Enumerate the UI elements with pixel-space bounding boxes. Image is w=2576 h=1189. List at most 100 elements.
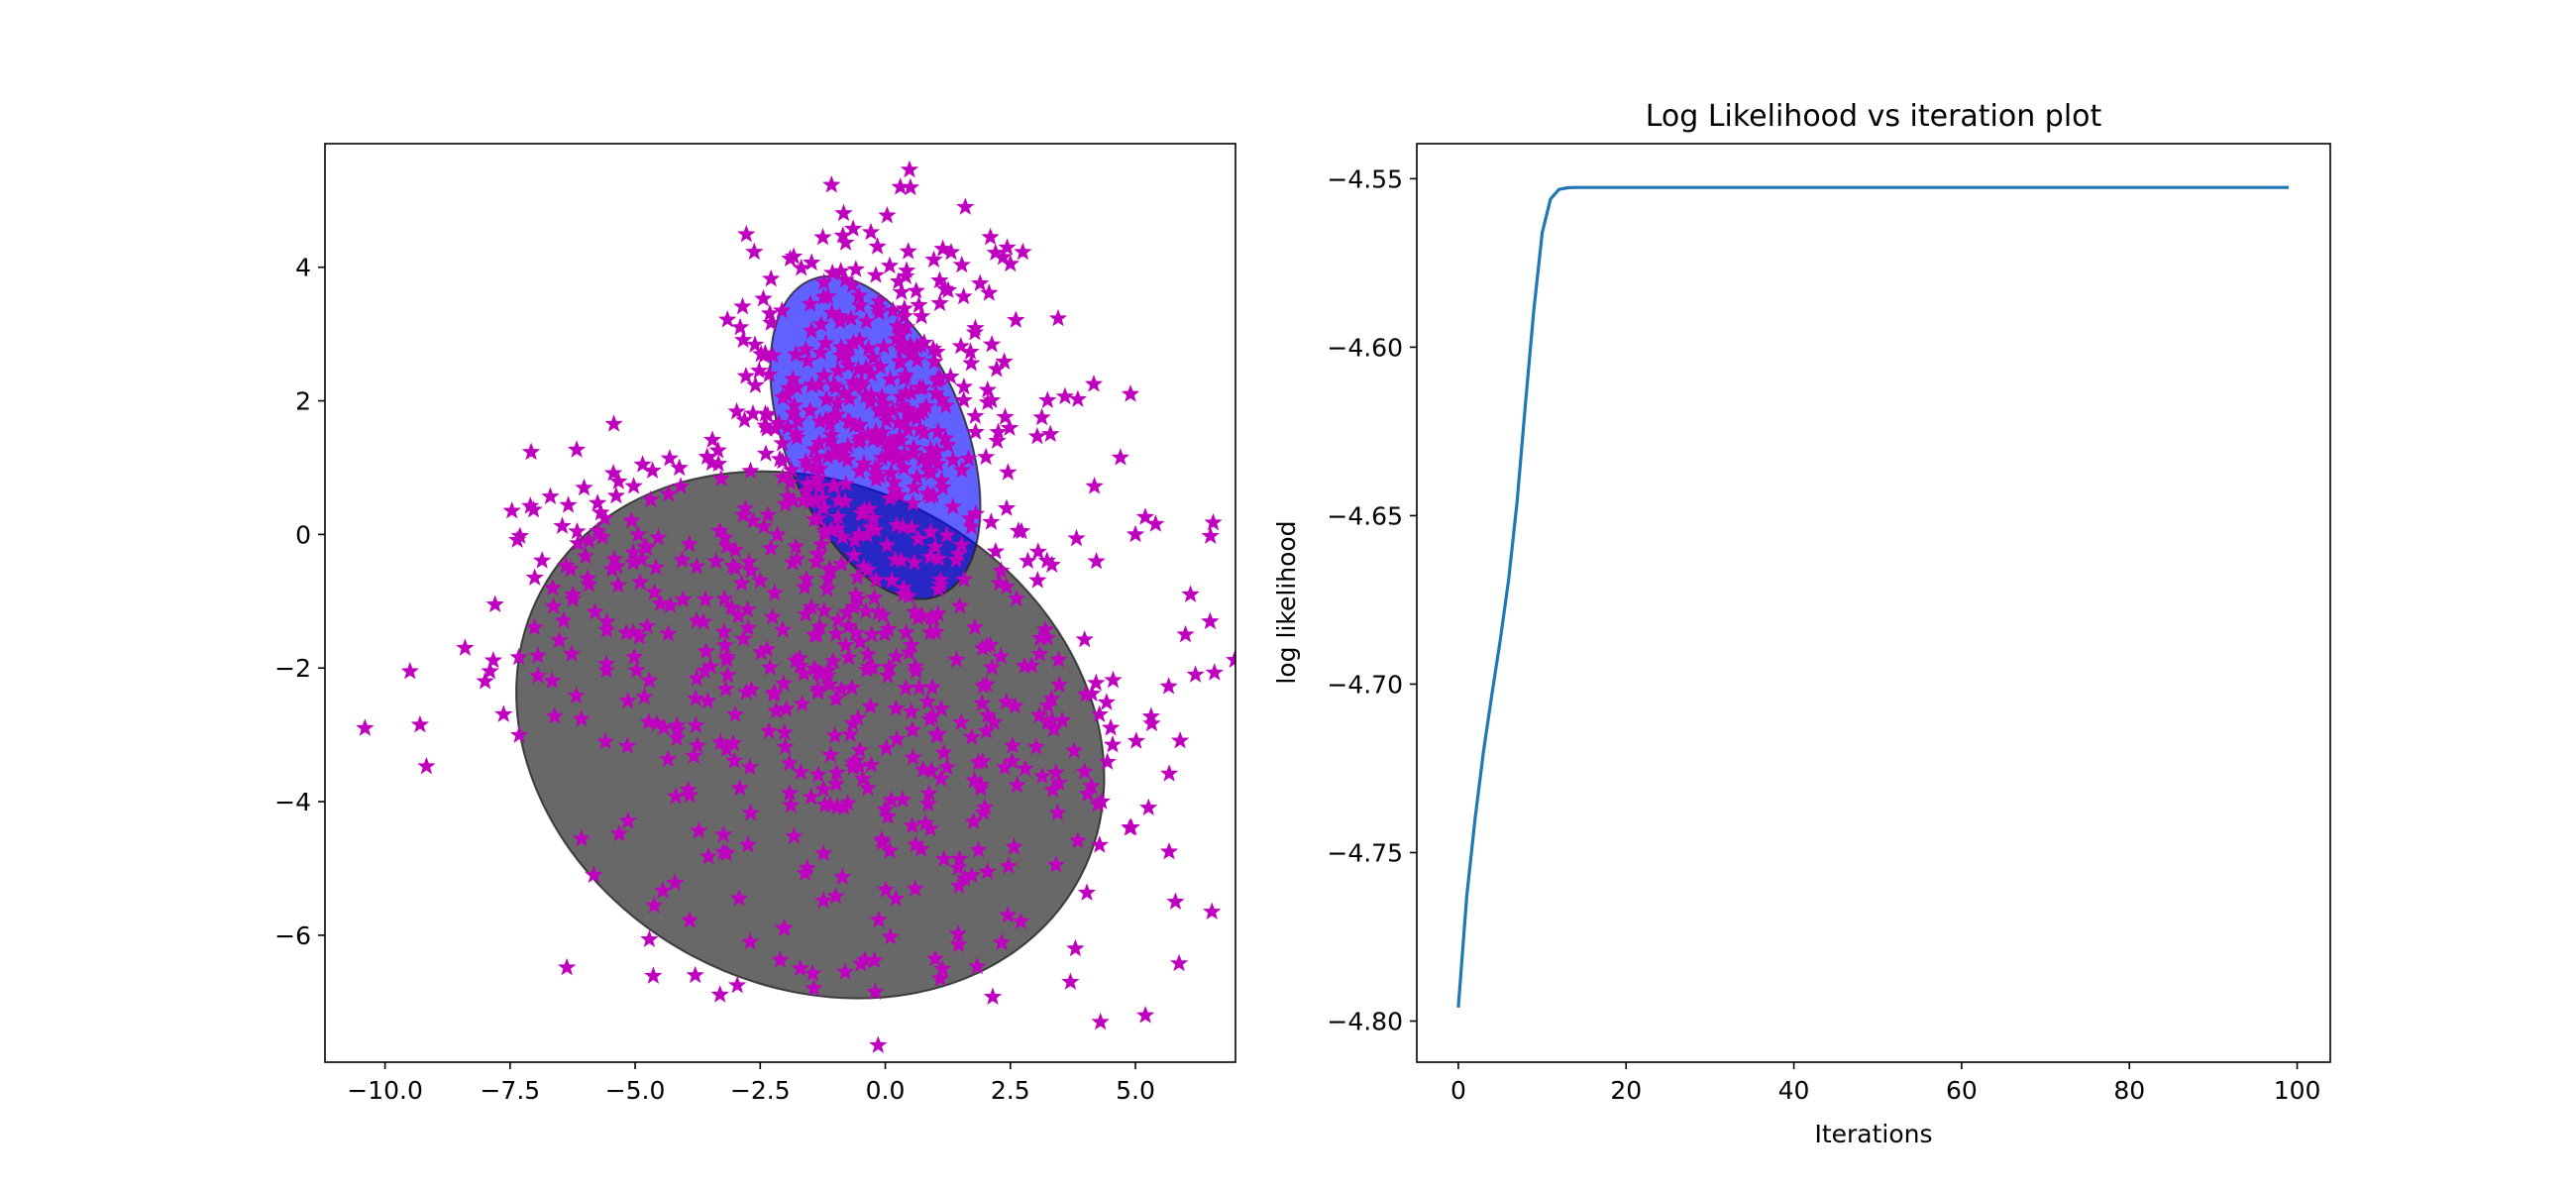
likelihood-x-axis: 0 20 40 60 80 100 [1450, 1062, 2320, 1105]
scatter-point [1038, 696, 1057, 714]
scatter-point [659, 749, 678, 768]
scatter-point [925, 352, 944, 371]
scatter-point [887, 889, 906, 907]
scatter-point [637, 616, 657, 634]
scatter-point [902, 635, 920, 654]
scatter-point [968, 956, 987, 975]
scatter-point [717, 536, 736, 555]
scatter-point [855, 950, 875, 968]
scatter-point [572, 828, 591, 847]
scatter-point [543, 671, 562, 690]
scatter-point [745, 335, 765, 353]
scatter-point [1067, 528, 1086, 547]
scatter-point [770, 449, 790, 468]
scatter-point [1041, 424, 1060, 443]
scatter-point [863, 657, 882, 676]
scatter-point [1091, 1012, 1110, 1030]
scatter-point [825, 477, 844, 494]
scatter-point [780, 783, 800, 802]
scatter-point [928, 421, 947, 440]
scatter-point [811, 314, 830, 333]
scatter-point [741, 561, 761, 579]
scatter-point [734, 505, 753, 523]
scatter-point [965, 617, 984, 636]
scatter-point [717, 647, 736, 665]
scatter-point [833, 867, 852, 886]
scatter-point [803, 376, 821, 393]
scatter-point [606, 486, 626, 504]
scatter-point [832, 346, 851, 364]
scatter-point [797, 569, 815, 588]
scatter-point [1201, 611, 1220, 630]
scatter-points [356, 160, 1235, 1053]
scatter-point [848, 567, 867, 586]
scatter-point [741, 461, 760, 480]
scatter-point [799, 351, 817, 370]
scatter-point [1122, 817, 1140, 836]
scatter-point [844, 545, 863, 564]
scatter-point [821, 745, 840, 764]
scatter-point [1169, 953, 1189, 972]
scatter-point [635, 537, 654, 555]
scatter-point [1026, 737, 1045, 755]
scatter-point [1028, 542, 1048, 560]
scatter-point [985, 712, 1004, 731]
scatter-point [597, 660, 616, 679]
scatter-point [947, 650, 966, 668]
scatter-y-tick-label: −4 [274, 788, 311, 816]
scatter-point [982, 335, 1002, 353]
scatter-point [836, 635, 855, 654]
scatter-point [1001, 254, 1020, 272]
scatter-point [715, 635, 734, 654]
scatter-point [836, 962, 855, 980]
scatter-point [739, 618, 758, 636]
scatter-point [544, 596, 563, 614]
scatter-point [978, 862, 997, 880]
scatter-point [904, 438, 923, 456]
scatter-point [624, 477, 643, 494]
scatter-point [1103, 735, 1123, 753]
scatter-point [554, 610, 573, 629]
scatter-point [910, 678, 929, 696]
scatter-point [839, 616, 858, 634]
scatter-point [586, 602, 604, 620]
scatter-point [851, 632, 870, 650]
scatter-point [814, 600, 833, 619]
scatter-point [792, 762, 810, 781]
scatter-point [882, 463, 901, 482]
scatter-point [887, 329, 906, 348]
scatter-point [875, 337, 894, 355]
scatter-point [933, 239, 952, 258]
scatter-point [836, 474, 855, 492]
scatter-point [981, 635, 1000, 653]
scatter-point [680, 534, 698, 553]
scatter-point [900, 586, 918, 604]
likelihood-panel: 0 20 40 60 80 100 −4.55−4.60−4.65−4.70−4.75−4… [1272, 99, 2331, 1148]
scatter-point [861, 697, 880, 714]
scatter-point [828, 507, 847, 525]
scatter-point [998, 238, 1017, 256]
scatter-point [921, 463, 940, 482]
scatter-x-tick-label: −10.0 [347, 1076, 423, 1105]
scatter-point [828, 393, 847, 411]
scatter-point [604, 549, 624, 568]
scatter-point [869, 1035, 888, 1053]
scatter-point [641, 489, 660, 508]
scatter-point [869, 910, 889, 928]
scatter-point [788, 549, 806, 568]
scatter-point [875, 624, 895, 642]
scatter-point [633, 455, 652, 473]
likelihood-line [1456, 185, 2290, 1009]
scatter-point [962, 727, 981, 745]
scatter-point [799, 457, 817, 475]
scatter-point [1135, 507, 1155, 525]
scatter-point [814, 287, 833, 305]
scatter-point [710, 521, 729, 539]
scatter-point [1204, 512, 1223, 531]
scatter-point [813, 780, 833, 798]
scatter-point [625, 647, 644, 665]
scatter-point [604, 414, 623, 432]
scatter-point [1008, 775, 1026, 794]
scatter-point [826, 689, 845, 707]
